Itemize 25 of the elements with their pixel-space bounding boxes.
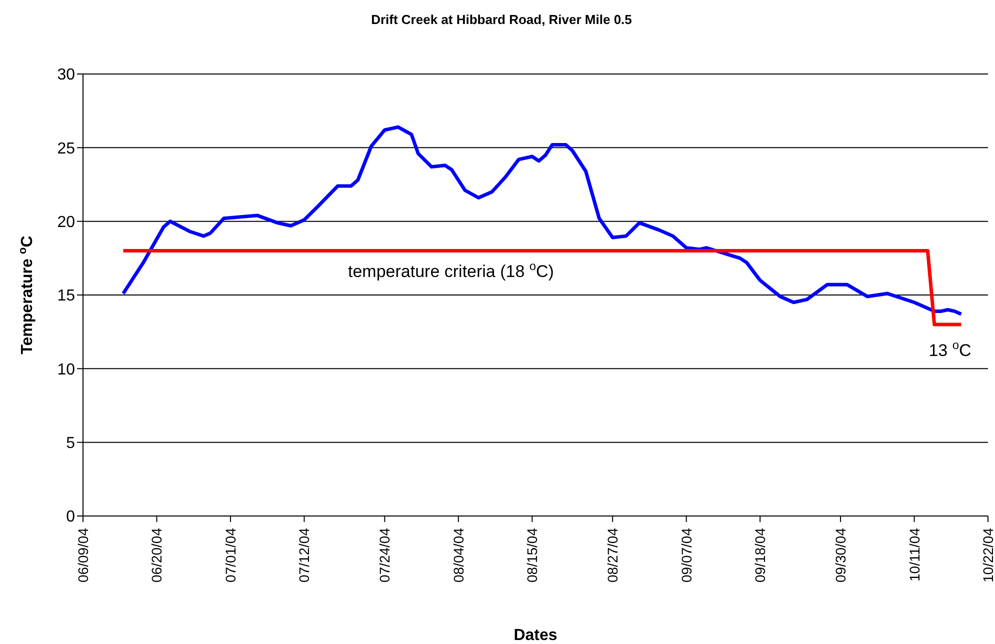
x-tick-label: 06/20/04 bbox=[148, 528, 165, 582]
x-axis-title: Dates bbox=[514, 627, 558, 644]
x-tick-label: 07/24/04 bbox=[376, 528, 393, 582]
x-tick-label: 07/01/04 bbox=[222, 528, 238, 582]
chart-title: Drift Creek at Hibbard Road, River Mile 0.5 bbox=[370, 12, 633, 27]
annotation: 13 $^{o}$C bbox=[928, 338, 972, 360]
y-tick-label: 15 bbox=[57, 288, 76, 305]
x-tick-label: 09/30/04 bbox=[832, 528, 849, 582]
x-tick-label: 09/18/04 bbox=[752, 528, 768, 582]
x-tick-label: 08/15/04 bbox=[524, 528, 540, 582]
y-tick-label: 5 bbox=[66, 435, 76, 452]
x-tick-label: 08/27/04 bbox=[604, 528, 621, 582]
x-tick-label: 06/09/04 bbox=[75, 528, 91, 582]
y-tick-label: 30 bbox=[57, 66, 76, 84]
line-series bbox=[121, 125, 963, 316]
x-tick-label: 10/11/04 bbox=[906, 528, 922, 582]
x-tick-label: 10/22/04 bbox=[980, 528, 995, 582]
y-tick-label: 0 bbox=[66, 508, 76, 526]
annotation: temperature criteria (18 $^{o}$C) bbox=[348, 259, 554, 281]
x-tick-label: 08/04/04 bbox=[450, 528, 466, 582]
x-tick-label: 07/12/04 bbox=[296, 528, 312, 582]
y-tick-label: 20 bbox=[57, 214, 76, 232]
x-tick-label: 09/07/04 bbox=[678, 528, 694, 582]
y-tick-label: 10 bbox=[57, 361, 76, 378]
y-tick-label: 25 bbox=[57, 140, 76, 158]
